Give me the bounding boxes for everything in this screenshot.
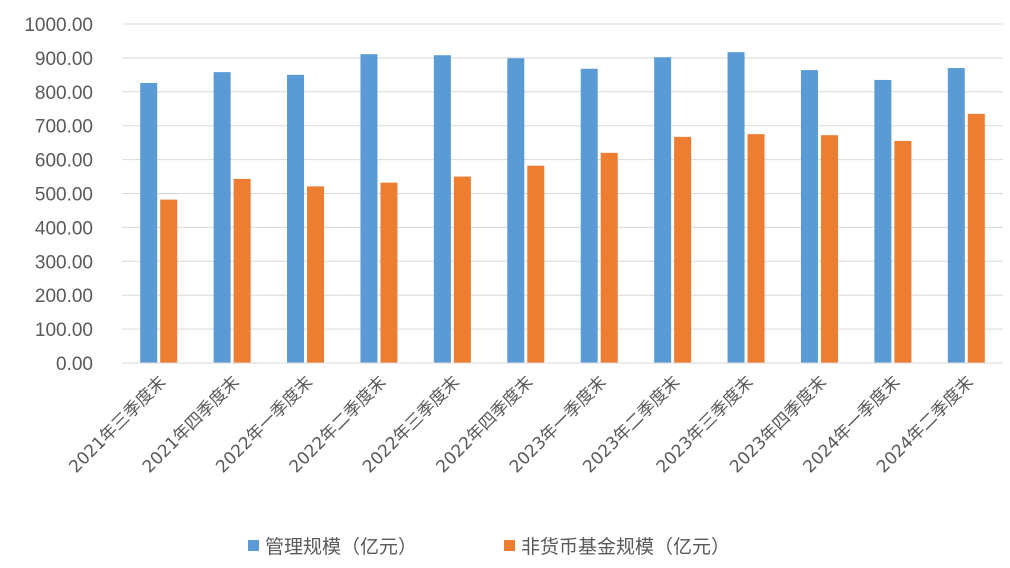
y-tick-label: 200.00 <box>35 286 93 307</box>
y-tick-label: 600.00 <box>35 151 93 172</box>
bar-series-2 <box>820 135 838 363</box>
y-tick-label: 800.00 <box>35 83 93 104</box>
y-tick-label: 500.00 <box>35 185 93 206</box>
bar-series-1 <box>287 74 305 363</box>
bar-series-1 <box>507 58 525 363</box>
bar-series-1 <box>727 52 745 364</box>
bar-series-2 <box>160 199 178 363</box>
legend-label: 非货币基金规模（亿元） <box>521 536 730 558</box>
bar-series-1 <box>947 68 965 363</box>
legend: 管理规模（亿元） 非货币基金规模（亿元） <box>248 536 730 558</box>
bar-series-1 <box>213 72 231 363</box>
x-axis: 2021年三季度末2021年四季度末2022年一季度末2022年二季度末2022… <box>65 362 1003 477</box>
bar-series-2 <box>233 178 251 363</box>
y-tick-label: 900.00 <box>35 49 93 70</box>
bar-series-1 <box>580 68 598 364</box>
y-tick-label: 0.00 <box>56 354 93 375</box>
bar-series-2 <box>894 140 912 363</box>
bar-series-2 <box>380 182 398 363</box>
legend-swatch <box>504 540 515 551</box>
bar-series-2 <box>674 136 692 363</box>
bars <box>140 52 985 364</box>
y-tick-label: 300.00 <box>35 252 93 273</box>
legend-label: 管理规模（亿元） <box>265 536 417 558</box>
y-tick-label: 1000.00 <box>24 15 93 36</box>
bar-series-1 <box>800 70 818 363</box>
y-axis: 0.00 100.00 200.00 300.00 400.00 500.00 600.00… <box>24 15 93 375</box>
y-tick-label: 100.00 <box>35 320 93 341</box>
bar-series-2 <box>600 152 618 363</box>
bar-series-2 <box>307 186 325 363</box>
bar-series-1 <box>360 54 378 364</box>
bar-series-2 <box>747 134 765 363</box>
bar-series-1 <box>654 57 672 364</box>
bar-series-2 <box>453 176 471 363</box>
bar-series-1 <box>433 55 451 364</box>
bar-series-2 <box>967 113 985 364</box>
bar-series-1 <box>140 82 158 364</box>
y-tick-label: 400.00 <box>35 218 93 239</box>
bar-series-2 <box>527 165 545 363</box>
gridlines <box>122 23 1003 364</box>
y-tick-label: 700.00 <box>35 117 93 138</box>
legend-swatch <box>248 540 259 551</box>
bar-series-1 <box>874 79 892 363</box>
